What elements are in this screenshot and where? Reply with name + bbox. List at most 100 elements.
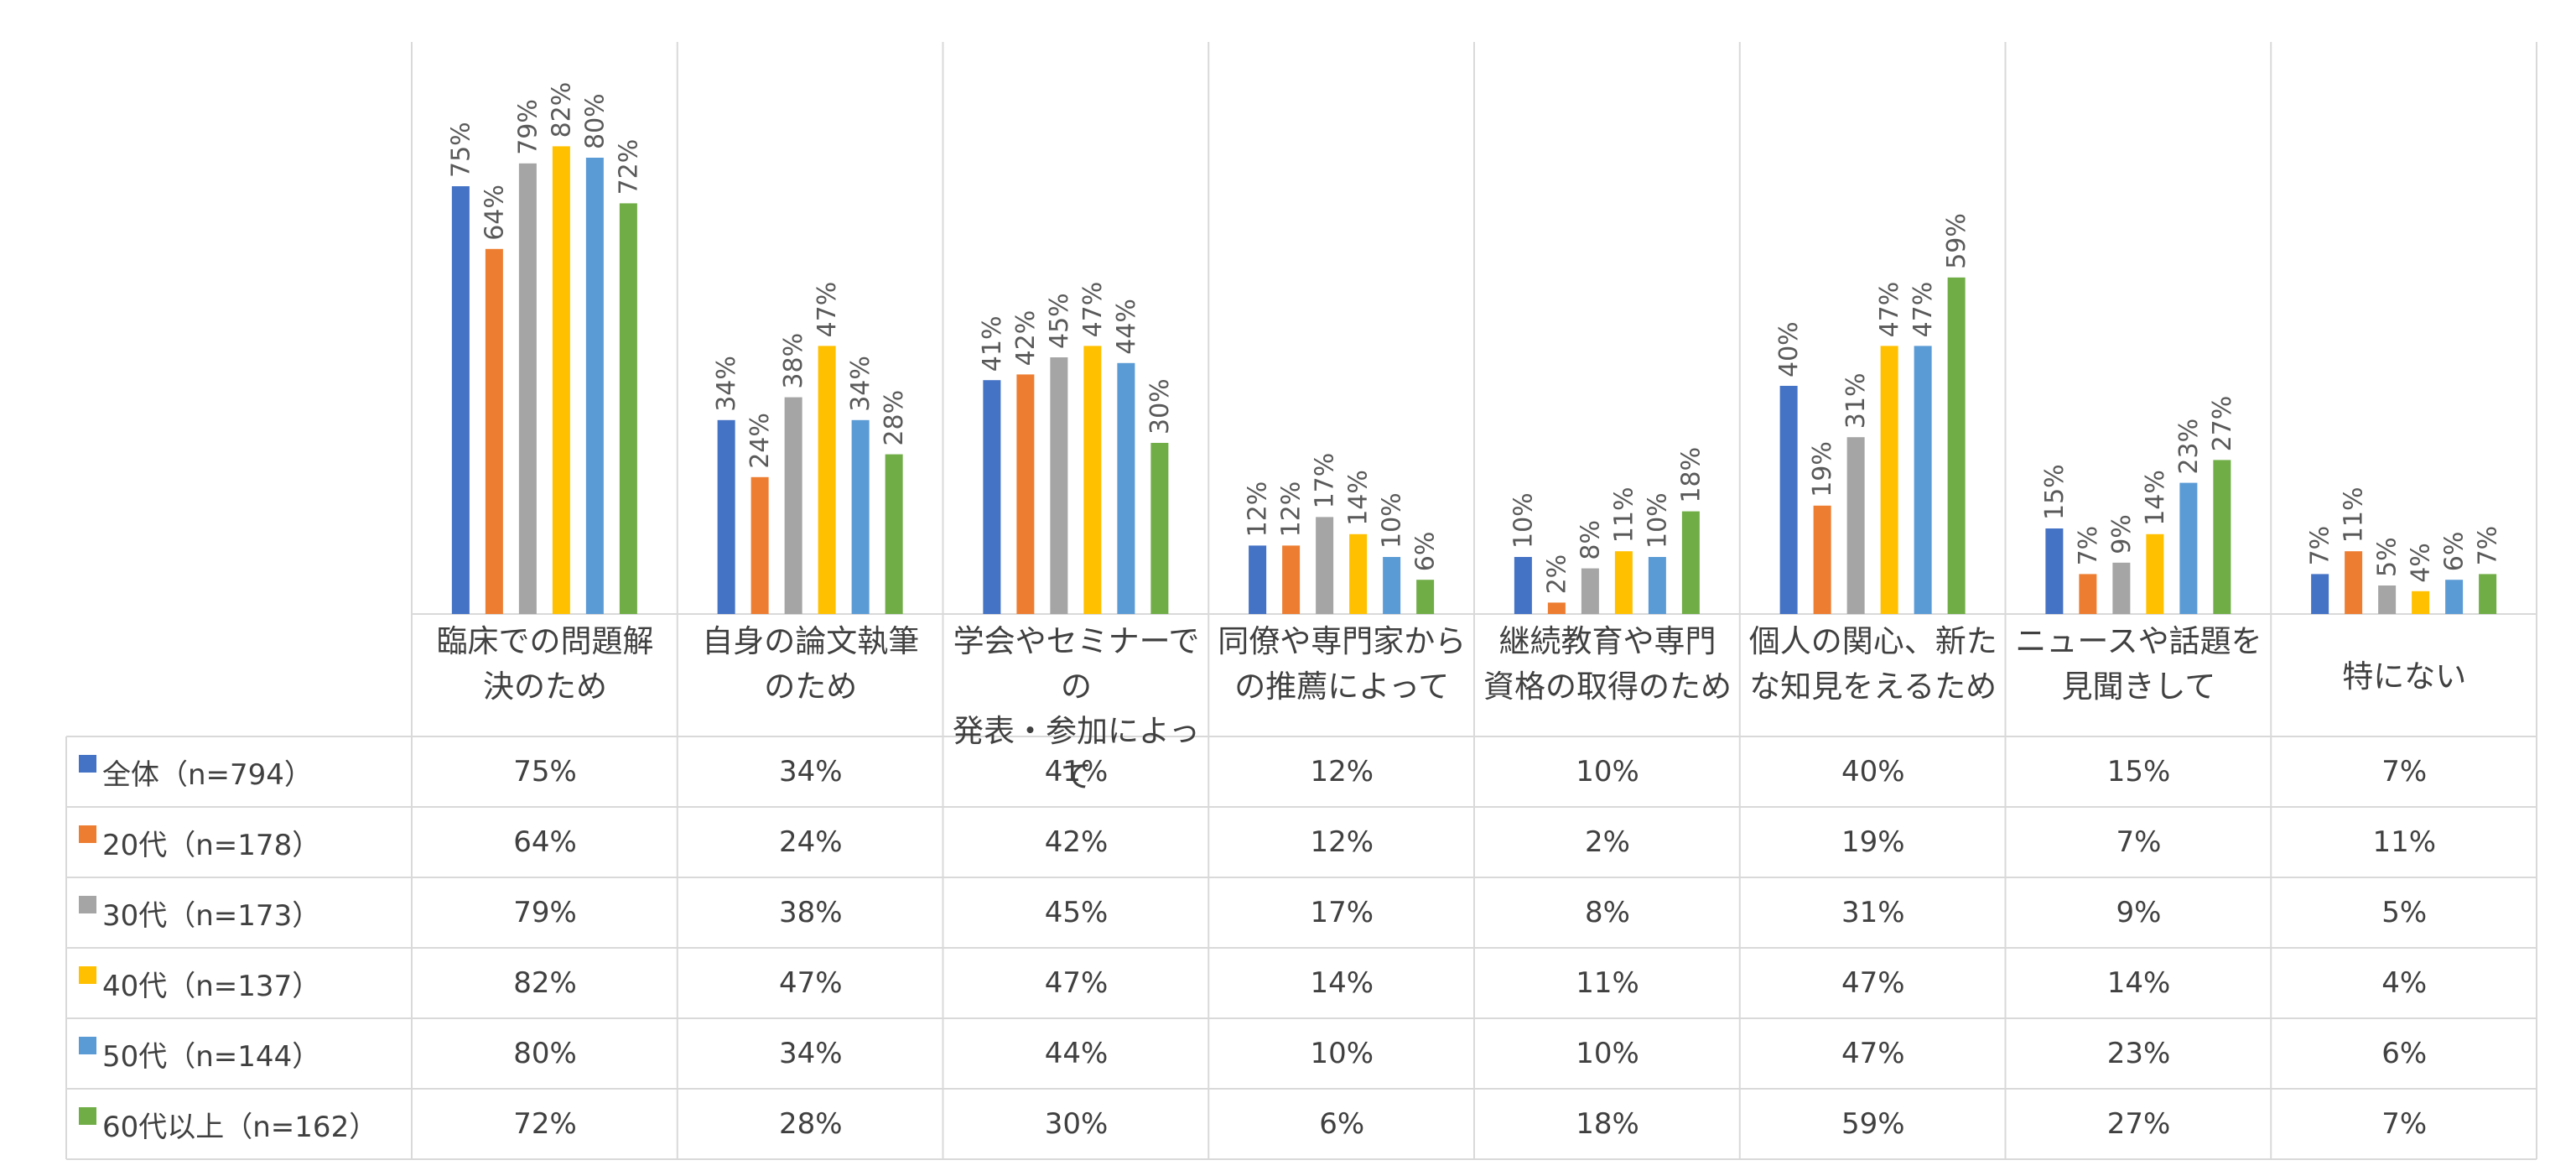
table-cell: 14% <box>1310 966 1374 1000</box>
table-cell: 7% <box>2381 755 2428 788</box>
bar <box>750 476 769 614</box>
data-label: 11% <box>2340 487 2369 544</box>
bar <box>1383 557 1401 614</box>
data-label: 40% <box>1774 321 1804 377</box>
data-label: 10% <box>1378 492 1407 549</box>
data-label: 12% <box>1244 481 1273 538</box>
legend-swatch <box>79 755 96 773</box>
table-cell: 2% <box>1585 825 1630 859</box>
data-label: 10% <box>1643 492 1672 549</box>
table-cell: 30% <box>1044 1107 1109 1141</box>
table-cell: 72% <box>513 1107 577 1141</box>
bar <box>851 419 870 614</box>
category-label-line: 同僚や専門家から <box>1218 623 1467 659</box>
bar <box>1581 568 1599 614</box>
data-label: 5% <box>2373 537 2402 577</box>
bar <box>1150 443 1169 614</box>
category-label: 学会やセミナーでの 発表・参加によって <box>943 619 1210 799</box>
category-label: 同僚や専門家から の推薦によって <box>1208 619 1475 709</box>
data-label: 82% <box>547 82 576 138</box>
category-label-line: 継続教育や専門 <box>1498 623 1716 659</box>
bar <box>784 397 802 614</box>
bar <box>1416 580 1435 614</box>
category-label: ニュースや話題を 見聞きして <box>2006 619 2272 709</box>
bar <box>1914 346 1932 614</box>
bar <box>2412 591 2430 614</box>
data-label: 80% <box>580 93 610 149</box>
table-cell: 28% <box>778 1107 843 1141</box>
bar <box>619 203 637 614</box>
table-cell: 24% <box>778 825 843 859</box>
table-cell: 11% <box>2372 825 2437 859</box>
bar <box>2345 551 2363 614</box>
data-label: 14% <box>1344 470 1374 526</box>
table-cell: 7% <box>2116 825 2162 859</box>
series-label: 20代（n=178） <box>102 829 321 862</box>
category-label-line: 発表・参加によって <box>953 713 1200 794</box>
data-label: 79% <box>513 99 543 155</box>
legend-swatch <box>79 966 96 984</box>
table-cell: 38% <box>778 896 843 929</box>
data-label: 24% <box>745 413 775 469</box>
data-label: 27% <box>2208 396 2237 452</box>
table-cell: 4% <box>2381 966 2428 1000</box>
category-label-line: 決のため <box>483 668 607 705</box>
bar <box>1016 374 1035 614</box>
bar <box>983 380 1001 614</box>
legend-swatch <box>79 1107 96 1125</box>
bar <box>1614 551 1633 614</box>
data-label: 59% <box>1942 213 1971 269</box>
table-cell: 15% <box>2106 755 2171 788</box>
bar <box>1282 545 1301 614</box>
bar <box>552 146 570 614</box>
table-cell: 82% <box>513 966 577 1000</box>
table-cell: 75% <box>513 755 577 788</box>
data-label: 47% <box>1875 282 1904 338</box>
table-cell: 10% <box>1576 755 1639 788</box>
category-label: 個人の関心、新た な知見をえるため <box>1740 619 2007 709</box>
table-cell: 40% <box>1841 755 1905 788</box>
bar <box>1117 362 1135 614</box>
bar <box>1349 533 1368 614</box>
data-label: 17% <box>1311 453 1340 509</box>
data-label: 34% <box>846 356 875 412</box>
data-label: 11% <box>1609 487 1639 544</box>
bar <box>1648 557 1666 614</box>
bar <box>585 158 604 614</box>
table-cell: 41% <box>1044 755 1109 788</box>
bar <box>1083 346 1102 614</box>
data-label: 47% <box>1078 282 1108 338</box>
category-label: 特にない <box>2271 654 2537 700</box>
bar <box>818 346 836 614</box>
data-label: 9% <box>2107 514 2137 554</box>
table-cell: 64% <box>513 825 577 859</box>
table-cell: 34% <box>778 1037 843 1070</box>
category-label-line: 見聞きして <box>2061 668 2216 705</box>
category-label-line: 臨床での問題解 <box>436 623 654 659</box>
table-cell: 10% <box>1576 1037 1639 1070</box>
category-label-line: 特にない <box>2342 658 2467 695</box>
data-label: 6% <box>1411 532 1441 572</box>
bar <box>717 419 735 614</box>
table-cell: 47% <box>1841 1037 1905 1070</box>
table-cell: 10% <box>1310 1037 1374 1070</box>
data-label: 2% <box>1542 554 1571 595</box>
data-label: 10% <box>1509 492 1538 549</box>
table-cell: 12% <box>1310 755 1374 788</box>
data-label: 45% <box>1045 293 1074 349</box>
category-label: 継続教育や専門 資格の取得のため <box>1474 619 1741 709</box>
data-label: 47% <box>1909 282 1938 338</box>
category-label-line: の推薦によって <box>1234 668 1450 705</box>
category-label-line: 個人の関心、新た <box>1748 623 1997 659</box>
category-label-line: 自身の論文執筆 <box>702 623 920 659</box>
data-label: 41% <box>978 316 1007 372</box>
category-label: 自身の論文執筆 のため <box>678 619 944 709</box>
table-cell: 47% <box>1044 966 1109 1000</box>
table-cell: 44% <box>1044 1037 1109 1070</box>
series-label: 50代（n=144） <box>102 1040 321 1074</box>
bar <box>1681 511 1700 614</box>
legend-swatch <box>79 896 96 913</box>
data-label: 7% <box>2474 526 2503 566</box>
bar <box>485 248 503 614</box>
series-label: 全体（n=794） <box>102 758 313 792</box>
